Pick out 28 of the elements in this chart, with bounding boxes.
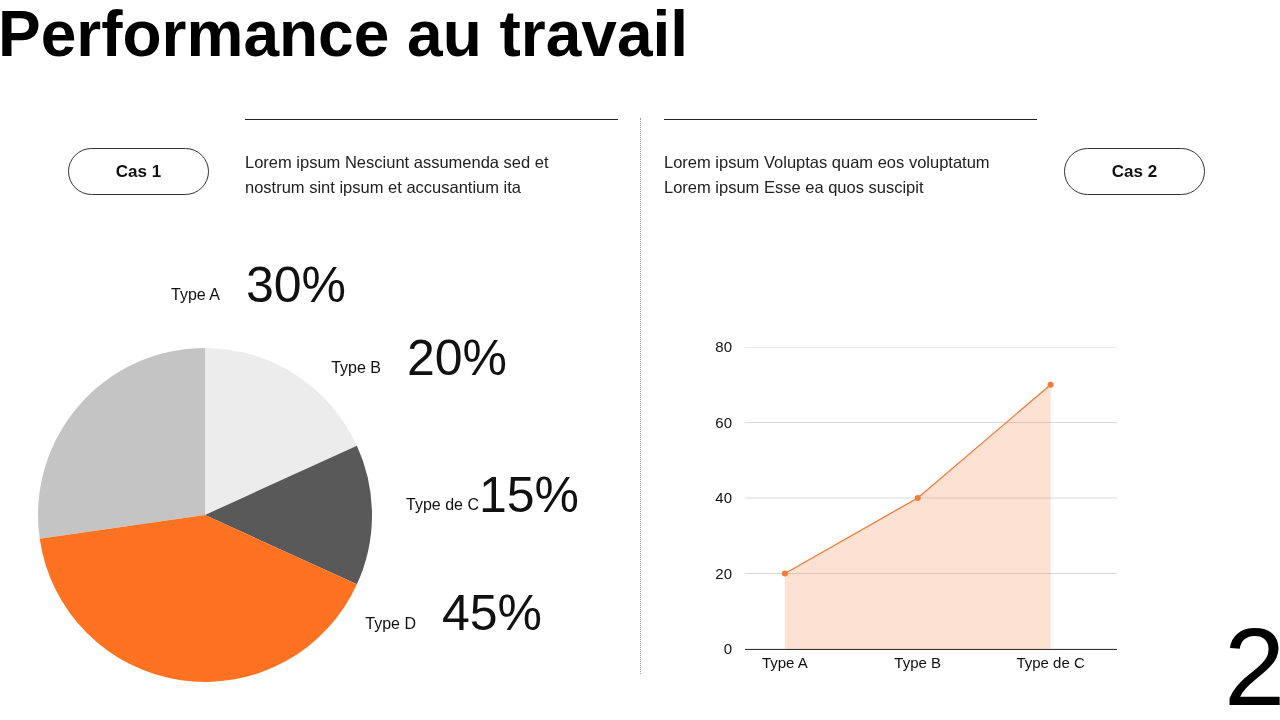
slice-label: Type B [331, 359, 381, 377]
y-tick-label: 60 [715, 413, 732, 431]
y-tick-label: 40 [715, 489, 732, 507]
point [781, 570, 788, 577]
data-label: 15% [479, 467, 580, 523]
y-tick-label: 20 [715, 564, 732, 582]
data-label: 30% [246, 257, 347, 313]
chart-subtitle: Lorem ipsum Nesciunt assumenda sed et nostrum sint ipsum et accusantium ita [245, 152, 550, 198]
y-tick-label: 0 [723, 640, 732, 658]
x-tick-label: Type B [894, 654, 942, 671]
slice-label: Type A [171, 286, 220, 304]
point [914, 495, 921, 501]
pie-slice [205, 445, 372, 585]
text: 2 [1224, 605, 1280, 720]
pie-slice [39, 515, 357, 682]
slice-label: Type D [365, 615, 416, 633]
pie-slice [38, 348, 205, 539]
slice-label: Type de C [406, 496, 479, 514]
data-label: 20% [407, 330, 508, 386]
chart-subtitle: Lorem ipsum Voluptas quam eos voluptatum Lorem ipsum Esse ea quos suscipit [664, 152, 991, 198]
x-tick-label: Type A [761, 654, 808, 671]
y-tick-label: 80 [715, 338, 732, 356]
text: Performance au travail [0, 0, 689, 70]
point [1047, 381, 1054, 388]
chart-title: Cas 1 [114, 162, 163, 182]
chart-title: Cas 2 [1110, 162, 1159, 182]
data-label: 45% [442, 585, 543, 641]
x-tick-label: Type de C [1016, 654, 1085, 671]
